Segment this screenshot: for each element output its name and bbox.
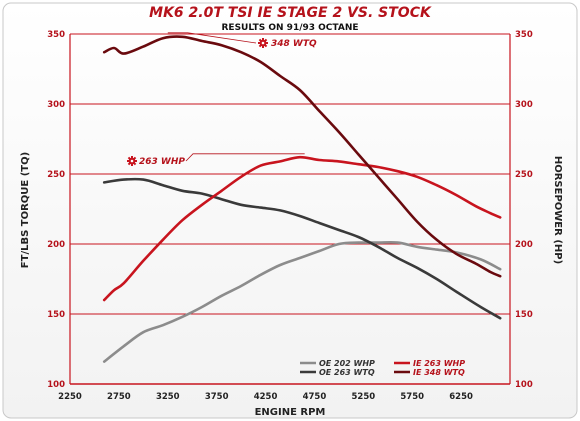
left-y-tick-150: 150 [47,310,65,320]
annotation-label-348: 348 WTQ [271,39,317,49]
x-axis-label: ENGINE RPM [255,407,326,418]
right-y-tick-350: 350 [515,30,533,40]
series-lines [102,35,502,363]
x-tick-4750: 4750 [303,392,327,402]
annotation-label-263: 263 WHP [139,157,185,167]
right-y-tick-150: 150 [515,310,533,320]
x-tick-4250: 4250 [254,392,278,402]
legend-label-ie-263-whp: IE 263 WHP [413,359,465,368]
x-tick-5250: 5250 [351,392,375,402]
x-tick-3250: 3250 [156,392,180,402]
annotation-leader-348 [167,32,257,44]
series-line-oe-202-whp [102,240,502,363]
left-y-tick-100: 100 [47,380,65,390]
series-line-ie-348-wtq [102,35,502,278]
gear-icon [127,156,137,166]
gear-icon [258,38,268,48]
legend-label-oe-202-whp: OE 202 WHP [319,359,375,368]
right-y-tick-200: 200 [515,240,533,250]
x-tick-6250: 6250 [449,392,473,402]
left-y-tick-350: 350 [47,30,65,40]
right-y-tick-100: 100 [515,380,533,390]
x-tick-2250: 2250 [58,392,82,402]
right-y-axis-label: HORSEPOWER (HP) [552,156,563,264]
gear-hole [261,41,265,45]
x-axis-ticks: 2250 2750 3250 3750 4250 4750 5250 5750 6250 [58,392,473,402]
chart-title: MK6 2.0T TSI IE STAGE 2 VS. STOCK [149,5,432,21]
left-y-axis-ticks: 100 150 200 250 300 350 [47,30,65,390]
legend-label-ie-348-wtq: IE 348 WTQ [413,368,465,377]
left-y-axis-label: FT/LBS TORQUE (TQ) [20,152,31,268]
gear-hole [130,159,134,163]
right-y-axis-ticks: 100 150 200 250 300 350 [515,30,533,390]
left-y-tick-300: 300 [47,100,65,110]
grid-lines [69,33,511,385]
x-tick-3750: 3750 [205,392,229,402]
right-y-tick-250: 250 [515,170,533,180]
right-y-tick-300: 300 [515,100,533,110]
annotations: 348 WTQ 263 WHP [127,32,317,167]
legend-label-oe-263-wtq: OE 263 WTQ [319,368,375,377]
left-y-tick-250: 250 [47,170,65,180]
series-line-oe-263-wtq [102,177,502,320]
x-tick-5750: 5750 [400,392,424,402]
annotation-leader-263 [185,153,305,162]
chart-subtitle: RESULTS ON 91/93 OCTANE [222,23,359,33]
series-line-ie-263-whp [102,155,502,302]
left-y-tick-200: 200 [47,240,65,250]
x-tick-2750: 2750 [107,392,131,402]
